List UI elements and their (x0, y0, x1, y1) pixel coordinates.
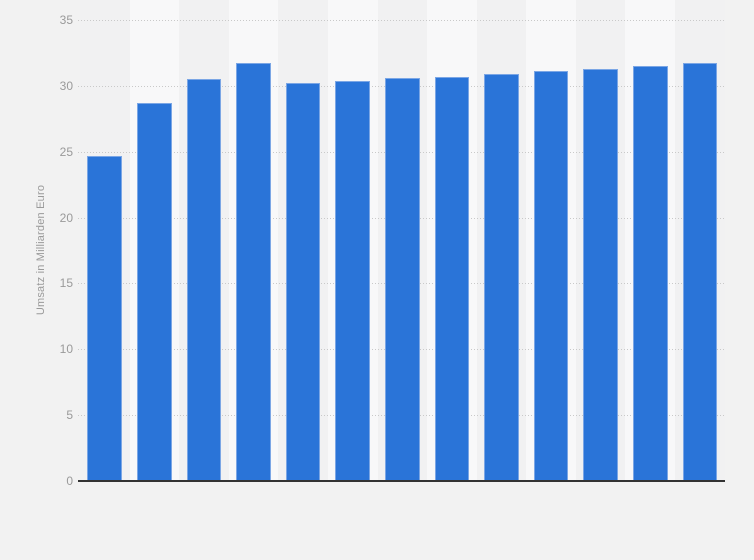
y-tick-label: 10 (59, 342, 73, 357)
y-tick-label: 15 (59, 276, 73, 291)
bar[interactable] (632, 66, 668, 481)
y-axis-title: Umsatz in Milliarden Euro (35, 184, 47, 316)
y-tick-label: 0 (66, 474, 73, 488)
bar[interactable] (533, 71, 569, 481)
y-tick-label: 5 (66, 408, 73, 423)
bar[interactable] (186, 79, 222, 481)
bar[interactable] (335, 80, 370, 481)
x-axis-line (78, 480, 725, 482)
bar[interactable] (285, 83, 321, 481)
bar[interactable] (434, 76, 470, 481)
gridline (78, 20, 725, 21)
bar[interactable] (87, 155, 123, 481)
bar[interactable] (236, 63, 271, 481)
bar[interactable] (137, 102, 172, 481)
y-tick-label: 20 (59, 210, 73, 225)
bar[interactable] (484, 74, 519, 481)
y-tick-label: 30 (59, 78, 73, 93)
y-tick-label: 25 (59, 144, 73, 159)
bar[interactable] (682, 63, 718, 481)
y-tick-label: 35 (59, 13, 73, 27)
bar[interactable] (583, 68, 618, 481)
bar[interactable] (385, 77, 420, 481)
